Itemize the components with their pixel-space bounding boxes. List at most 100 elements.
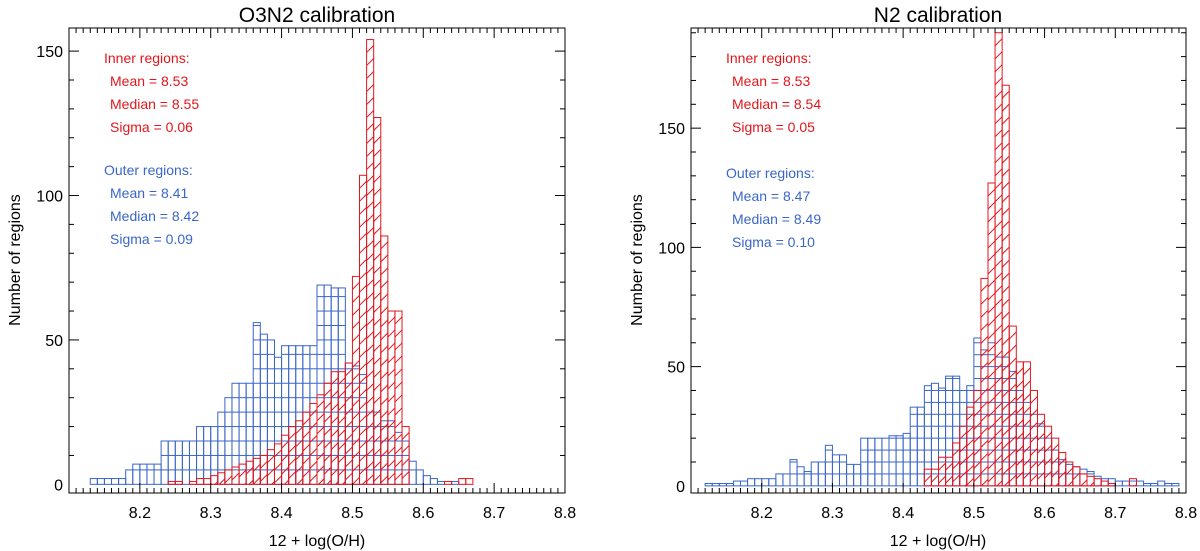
x-axis-label: 12 + log(O/H) <box>269 533 365 550</box>
histogram-bar <box>923 468 932 487</box>
y-tick-label: 50 <box>45 333 63 350</box>
outer-title: Outer regions: <box>726 165 815 181</box>
histogram-bar <box>1164 482 1173 487</box>
histogram-bar <box>1015 361 1024 487</box>
histogram-bar <box>1121 480 1130 487</box>
outer-sigma: Sigma = 0.10 <box>732 234 815 250</box>
histogram-bar <box>732 480 742 487</box>
histogram-bar <box>323 284 332 485</box>
histogram-bar <box>252 322 261 485</box>
histogram-bar <box>273 443 283 485</box>
histogram-bar <box>881 437 890 487</box>
histogram-bar <box>408 460 417 485</box>
chart-title: N2 calibration <box>874 4 1002 27</box>
histogram-bar <box>238 382 247 485</box>
histogram-bar <box>266 449 275 485</box>
histogram-bar <box>245 382 254 485</box>
histogram-bar <box>916 406 925 487</box>
histogram-bar <box>1136 480 1145 487</box>
histogram-bar <box>203 426 212 485</box>
histogram-bar <box>429 478 438 485</box>
y-tick-label: 0 <box>54 477 63 494</box>
x-tick-label: 8.4 <box>270 505 292 522</box>
histogram-bar <box>380 235 389 485</box>
histogram-bar <box>330 371 339 485</box>
x-tick-label: 8.7 <box>1104 505 1126 522</box>
histogram-bar <box>96 478 105 485</box>
histogram-bar <box>1107 478 1116 487</box>
outer-mean: Mean = 8.41 <box>110 185 188 201</box>
histogram-bar <box>902 432 911 487</box>
histogram-bar <box>782 473 791 487</box>
histogram-bar <box>210 475 219 485</box>
outer-title: Outer regions: <box>104 162 193 178</box>
y-tick-label: 50 <box>667 360 685 377</box>
histogram-bar <box>1072 466 1081 487</box>
histogram-bar <box>89 478 98 485</box>
histogram-bar <box>401 426 410 485</box>
histogram-bar <box>245 460 254 485</box>
histogram-bar <box>789 459 798 487</box>
bars-outer <box>704 337 1180 487</box>
histogram-bar <box>295 420 304 485</box>
histogram-bar <box>895 435 904 487</box>
histogram-bar <box>422 475 431 485</box>
histogram-bar <box>415 469 424 485</box>
histogram-bar <box>1114 480 1123 487</box>
histogram-bar <box>768 478 777 487</box>
x-tick-label: 8.8 <box>554 505 576 522</box>
y-tick-label: 150 <box>658 121 685 138</box>
histogram-bar <box>309 402 318 485</box>
histogram-bar <box>959 425 968 487</box>
histogram-bar <box>323 382 332 485</box>
x-tick-label: 8.6 <box>412 505 434 522</box>
histogram-bar <box>394 310 403 485</box>
x-axis-label: 12 + log(O/H) <box>890 533 986 550</box>
histogram-bar <box>775 473 784 487</box>
histogram-bar <box>167 480 176 485</box>
histogram-bar <box>188 480 198 485</box>
histogram-bar <box>1058 451 1067 487</box>
histogram-bar <box>444 480 453 485</box>
inner-sigma: Sigma = 0.06 <box>110 119 193 135</box>
histogram-bar <box>224 397 233 485</box>
histogram-bar <box>273 356 283 485</box>
histogram-bar <box>111 478 120 485</box>
histogram-bar <box>1107 482 1116 487</box>
histogram-bar <box>366 39 375 485</box>
outer-median: Median = 8.49 <box>732 211 821 227</box>
inner-title: Inner regions: <box>104 50 190 66</box>
histogram-bar <box>711 482 720 487</box>
histogram-bar <box>1157 480 1166 487</box>
histogram-bar <box>1100 478 1109 487</box>
outer-median: Median = 8.42 <box>110 208 199 224</box>
histogram-bar <box>923 385 932 487</box>
histogram-bar <box>281 345 290 485</box>
inner-median: Median = 8.55 <box>110 96 199 112</box>
o3n2-histogram-chart: O3N2 calibration 8.2 8.3 8.4 8.5 8.6 8.7 8.8 0 5… <box>7 4 576 550</box>
histogram-bar <box>718 482 727 487</box>
histogram-bar <box>174 440 183 485</box>
axis-ticks: 8.2 8.3 8.4 8.5 8.6 8.7 8.8 0 50 100 150 <box>658 28 1197 522</box>
histogram-bar <box>1143 482 1152 487</box>
y-tick-label: 100 <box>658 240 685 257</box>
histogram-bar <box>1093 475 1102 487</box>
x-tick-label: 8.6 <box>1033 505 1055 522</box>
x-tick-label: 8.3 <box>200 505 222 522</box>
histogram-bar <box>860 437 869 487</box>
histogram-bar <box>1037 423 1046 487</box>
histogram-bar <box>1150 482 1159 487</box>
histogram-bar <box>867 437 876 487</box>
bars-inner <box>167 39 474 485</box>
chart-svg: N2 calibration 8.2 8.3 8.4 8.5 8.6 8.7 8.8 0 50 1… <box>629 4 1197 550</box>
histogram-bar <box>174 480 183 485</box>
inner-mean: Mean = 8.53 <box>110 73 188 89</box>
histogram-bar <box>761 478 770 487</box>
histogram-bar <box>1128 478 1138 487</box>
histogram-bar <box>181 440 190 485</box>
histogram-bar <box>465 478 474 485</box>
histogram-bar <box>160 440 169 485</box>
histogram-bar <box>103 478 113 485</box>
x-tick-label: 8.5 <box>963 505 985 522</box>
y-axis-label: Number of regions <box>7 194 24 326</box>
